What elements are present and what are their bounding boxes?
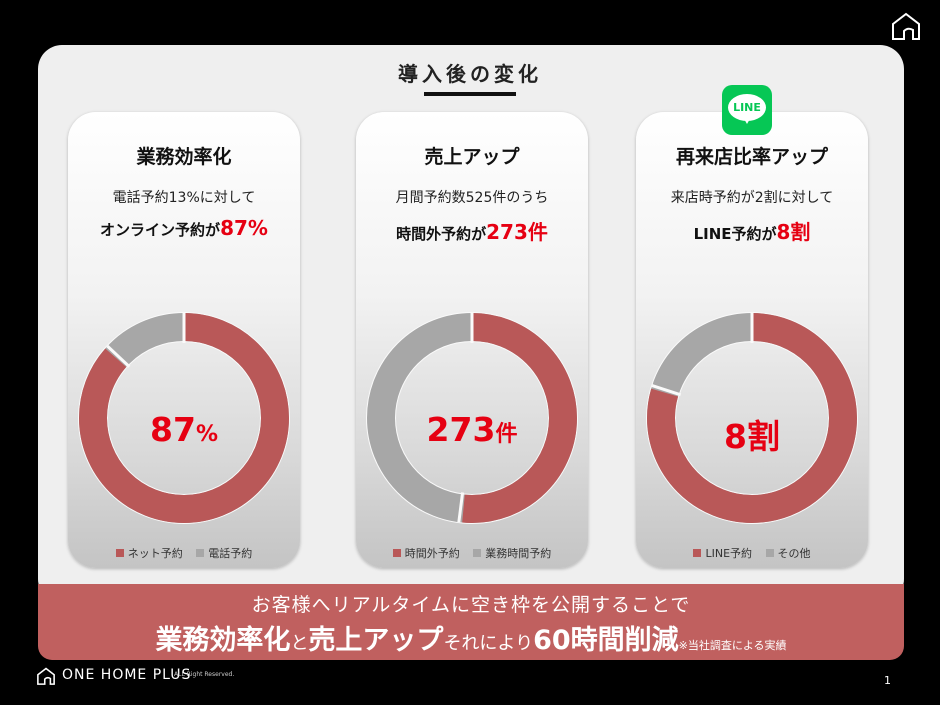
highlight-prefix: LINE予約が <box>693 225 777 243</box>
banner-note: ※当社調査による実績 <box>678 639 787 652</box>
chart-legend: LINE予約 その他 <box>636 545 868 561</box>
chart-legend: 時間外予約 業務時間予約 <box>356 545 588 561</box>
banner-line1: お客様へリアルタイムに空き枠を公開することで <box>251 594 691 616</box>
donut-chart <box>646 312 858 524</box>
donut-center-value: 87% <box>68 410 300 449</box>
title-underline <box>424 92 516 96</box>
card-efficiency: 業務効率化 電話予約13%に対して オンライン予約が87% 87% ネット予約 … <box>68 112 300 568</box>
center-unit: 件 <box>495 422 518 447</box>
legend-item-main: 時間外予約 <box>392 545 460 561</box>
chart-legend: ネット予約 電話予約 <box>68 545 300 561</box>
center-number: 8割 <box>724 417 780 456</box>
center-number: 87 <box>150 410 196 449</box>
highlight-value: 8割 <box>776 220 811 244</box>
highlight-value: 87% <box>220 216 268 240</box>
legend-item-other: 電話予約 <box>196 545 252 561</box>
banner-efficiency: 業務効率化 <box>155 625 291 656</box>
legend-label: その他 <box>777 547 811 560</box>
card-heading: 売上アップ <box>424 146 520 168</box>
card-return-rate: 再来店比率アップ 来店時予約が2割に対して LINE予約が8割 8割 LINE予… <box>636 112 868 568</box>
legend-swatch-gray <box>196 549 205 557</box>
center-unit: % <box>195 422 218 447</box>
highlight-prefix: オンライン予約が <box>100 221 221 239</box>
brand-name: ONE HOME PLUS <box>62 667 192 683</box>
card-subtext: 月間予約数525件のうち <box>395 190 549 206</box>
legend-swatch-gray <box>473 549 482 557</box>
line-app-icon: LINE <box>722 85 772 135</box>
card-subtext: 電話予約13%に対して <box>112 190 256 206</box>
legend-item-main: ネット予約 <box>115 545 183 561</box>
card-highlight: 時間外予約が273件 <box>356 216 588 245</box>
legend-swatch-red <box>115 549 124 557</box>
donut-chart <box>78 312 290 524</box>
card-highlight: オンライン予約が87% <box>68 216 300 240</box>
legend-label: 時間外予約 <box>404 547 460 560</box>
donut-chart <box>366 312 578 524</box>
legend-label: LINE予約 <box>705 547 753 560</box>
summary-banner: お客様へリアルタイムに空き枠を公開することで 業務効率化と売上アップそれにより6… <box>38 584 904 660</box>
page-number: 1 <box>884 674 891 687</box>
card-sales: 売上アップ 月間予約数525件のうち 時間外予約が273件 273件 時間外予約… <box>356 112 588 568</box>
donut-center-value: 273件 <box>356 410 588 449</box>
page-title: 導入後の変化 <box>398 62 542 86</box>
center-number: 273 <box>426 410 496 449</box>
card-heading: 業務効率化 <box>136 146 232 168</box>
legend-label: 電話予約 <box>208 547 253 560</box>
banner-line2: 業務効率化と売上アップそれにより60時間削減※当社調査による実績 <box>38 618 904 657</box>
card-subtext: 来店時予約が2割に対して <box>670 190 834 206</box>
legend-swatch-red <box>392 549 401 557</box>
legend-item-other: 業務時間予約 <box>473 545 551 561</box>
legend-swatch-red <box>693 549 702 557</box>
banner-connector: と <box>290 633 309 654</box>
legend-label: ネット予約 <box>127 547 183 560</box>
house-logo-icon <box>892 12 920 40</box>
donut-center-value: 8割 <box>636 410 868 458</box>
banner-therefore: それにより <box>443 633 534 654</box>
legend-item-other: その他 <box>765 545 811 561</box>
house-logo-icon <box>37 667 55 685</box>
legend-item-main: LINE予約 <box>693 545 752 561</box>
card-highlight: LINE予約が8割 <box>636 216 868 245</box>
banner-hours-reduced: 60時間削減 <box>533 625 679 656</box>
legend-label: 業務時間予約 <box>485 547 552 560</box>
line-bubble-tail <box>743 117 751 124</box>
card-heading: 再来店比率アップ <box>675 146 828 168</box>
highlight-value: 273件 <box>486 220 548 244</box>
banner-sales: 売上アップ <box>308 625 444 656</box>
copyright-text: ALL Right Reserved. <box>174 671 235 678</box>
line-bubble: LINE <box>728 94 766 121</box>
highlight-prefix: 時間外予約が <box>396 225 487 243</box>
legend-swatch-gray <box>765 549 774 557</box>
